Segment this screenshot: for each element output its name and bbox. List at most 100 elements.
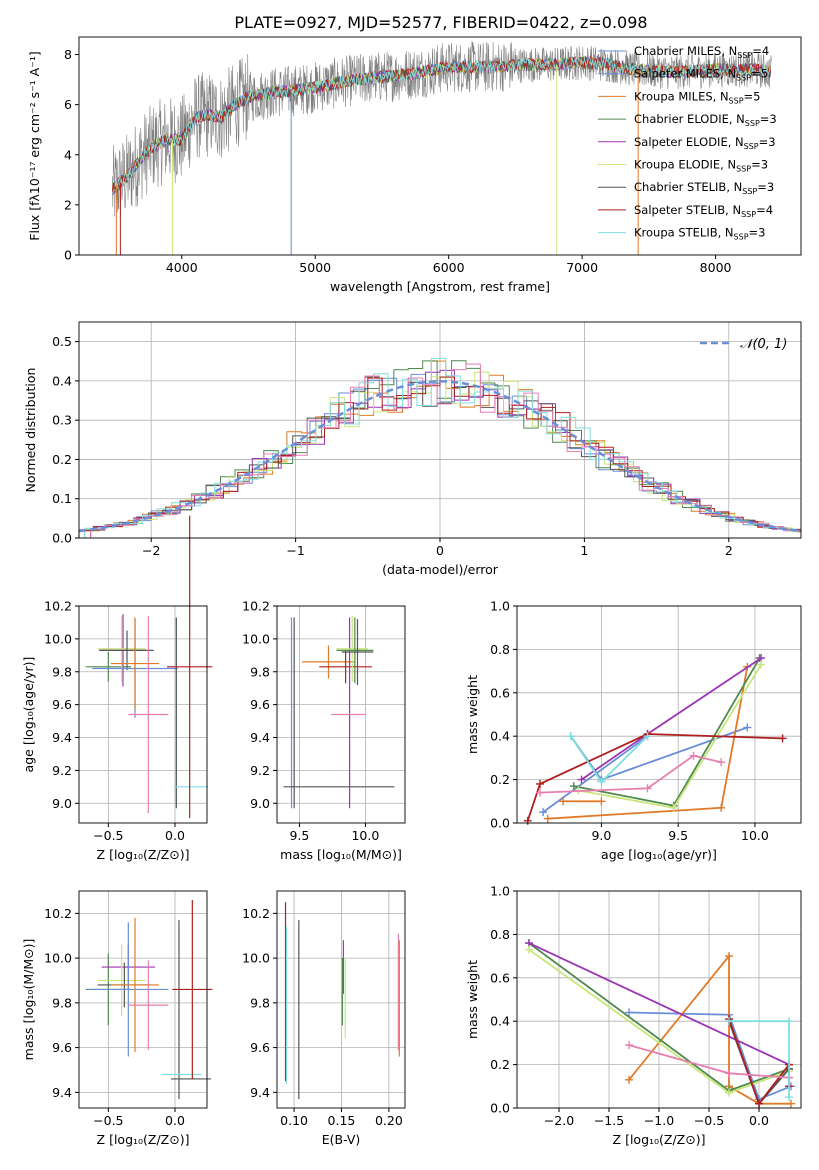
x-axis-label: Z [log₁₀(Z/Z⊙)] — [97, 847, 190, 862]
x-tick-label: 2 — [725, 543, 733, 558]
y-tick-label: 0.8 — [490, 927, 510, 942]
y-axis-label: mass [log₁₀(M/M⊙)] — [21, 939, 36, 1061]
x-tick-label: 0.20 — [375, 1113, 403, 1128]
x-tick-label: 0 — [436, 543, 444, 558]
legend-label: 𝒩(0, 1) — [740, 337, 787, 352]
histogram-step — [78, 369, 801, 538]
y-axis-label: mass weight — [465, 675, 480, 754]
y-tick-label: 9.6 — [52, 1040, 72, 1055]
y-tick-label: 9.8 — [250, 995, 270, 1010]
legend-label: Chabrier STELIB, NSSP=3 — [634, 180, 774, 196]
x-axis-label: mass [log₁₀(M/M⊙)] — [280, 847, 402, 862]
x-tick-label: 0.0 — [165, 828, 185, 843]
y-axis-label: age [log₁₀(age/yr)] — [21, 657, 36, 773]
x-tick-label: −2 — [142, 543, 160, 558]
y-tick-label: 6 — [64, 97, 72, 112]
x-tick-label: −2.0 — [544, 1113, 574, 1128]
y-tick-label: 1.0 — [490, 884, 510, 899]
x-tick-label: −1 — [286, 543, 304, 558]
x-tick-label: −1.5 — [594, 1113, 624, 1128]
y-tick-label: 0.8 — [490, 642, 510, 657]
y-tick-label: 9.8 — [52, 664, 72, 679]
weight-line — [526, 733, 783, 822]
legend-label: Kroupa MILES, NSSP=5 — [634, 89, 760, 105]
y-tick-label: 10.0 — [242, 631, 270, 646]
y-tick-label: 9.0 — [250, 796, 270, 811]
axes-frame — [276, 605, 406, 824]
axes-frame — [78, 605, 208, 824]
y-tick-label: 0.6 — [490, 970, 510, 985]
histogram-step — [84, 360, 801, 538]
y-tick-label: 9.6 — [250, 1040, 270, 1055]
axes-frame — [78, 36, 802, 256]
y-tick-label: 0.2 — [52, 452, 72, 467]
x-axis-label: Z [log₁₀(Z/Z⊙)] — [97, 1132, 190, 1147]
data-layer — [78, 41, 802, 1108]
y-tick-label: 8 — [64, 47, 72, 62]
y-tick-label: 9.4 — [250, 1085, 270, 1100]
y-tick-label: 0.4 — [52, 373, 72, 388]
grid-layer — [79, 322, 801, 1109]
axes-frame — [276, 890, 406, 1109]
y-tick-label: 0.6 — [490, 685, 510, 700]
y-axis-label: Flux [fλ10⁻¹⁷ erg cm⁻² s⁻¹ A⁻¹] — [27, 51, 42, 240]
x-tick-label: 10.0 — [741, 828, 769, 843]
y-tick-label: 0.4 — [490, 729, 510, 744]
legend-label: Salpeter ELODIE, NSSP=3 — [634, 135, 776, 151]
x-tick-label: −0.5 — [93, 1113, 123, 1128]
y-tick-label: 0.2 — [490, 1057, 510, 1072]
y-axis-label: Normed distribution — [23, 368, 38, 493]
x-axis-label: E(B-V) — [322, 1132, 361, 1147]
x-tick-label: 10.0 — [351, 828, 379, 843]
y-tick-label: 9.6 — [250, 697, 270, 712]
y-tick-label: 10.0 — [44, 951, 72, 966]
weight-line — [628, 953, 791, 1105]
y-tick-label: 0.1 — [52, 491, 72, 506]
weight-line — [547, 666, 749, 820]
spectrum-lines — [112, 41, 772, 255]
x-tick-label: −0.5 — [694, 1113, 724, 1128]
y-tick-label: 0.3 — [52, 413, 72, 428]
x-tick-label: 9.5 — [668, 828, 688, 843]
y-tick-label: 9.2 — [52, 763, 72, 778]
y-tick-label: 9.0 — [52, 796, 72, 811]
y-tick-label: 0.0 — [490, 1101, 510, 1116]
x-axis-label: (data-model)/error — [382, 562, 499, 577]
y-tick-label: 10.2 — [44, 906, 72, 921]
x-tick-label: 1 — [580, 543, 588, 558]
weight-line — [580, 657, 762, 781]
y-tick-label: 9.8 — [52, 995, 72, 1010]
y-tick-label: 4 — [64, 147, 72, 162]
legend-label: Chabrier ELODIE, NSSP=3 — [634, 112, 777, 128]
y-tick-label: 9.8 — [250, 664, 270, 679]
y-tick-label: 10.0 — [242, 951, 270, 966]
y-tick-label: 1.0 — [490, 599, 510, 614]
x-tick-label: 5000 — [299, 260, 331, 275]
x-tick-label: −1.0 — [644, 1113, 674, 1128]
model-spectrum-9 — [112, 55, 771, 194]
x-tick-label: 6000 — [433, 260, 465, 275]
y-tick-label: 9.4 — [52, 730, 72, 745]
y-tick-label: 9.2 — [250, 763, 270, 778]
y-tick-label: 9.4 — [250, 730, 270, 745]
x-tick-label: 0.0 — [749, 1113, 769, 1128]
histogram-step — [90, 363, 801, 538]
y-tick-label: 0.5 — [52, 334, 72, 349]
legend-label: Salpeter STELIB, NSSP=4 — [634, 203, 773, 219]
y-tick-label: 0 — [64, 248, 72, 263]
axes-frame — [78, 890, 208, 1109]
weight-line — [539, 754, 722, 794]
y-tick-label: 10.2 — [44, 599, 72, 614]
x-axis-label: wavelength [Angstrom, rest frame] — [330, 279, 550, 294]
x-tick-label: 8000 — [700, 260, 732, 275]
axes-frame — [516, 605, 802, 824]
y-tick-label: 0.0 — [490, 816, 510, 831]
y-tick-label: 0.4 — [490, 1014, 510, 1029]
x-tick-label: 0.0 — [165, 1113, 185, 1128]
legend-label: Salpeter MILES, NSSP=5 — [634, 67, 768, 83]
legend-label: Kroupa STELIB, NSSP=3 — [634, 226, 765, 242]
x-tick-label: 9.5 — [289, 828, 309, 843]
histogram-step — [84, 371, 801, 538]
x-axis-label: Z [log₁₀(Z/Z⊙)] — [613, 1132, 706, 1147]
